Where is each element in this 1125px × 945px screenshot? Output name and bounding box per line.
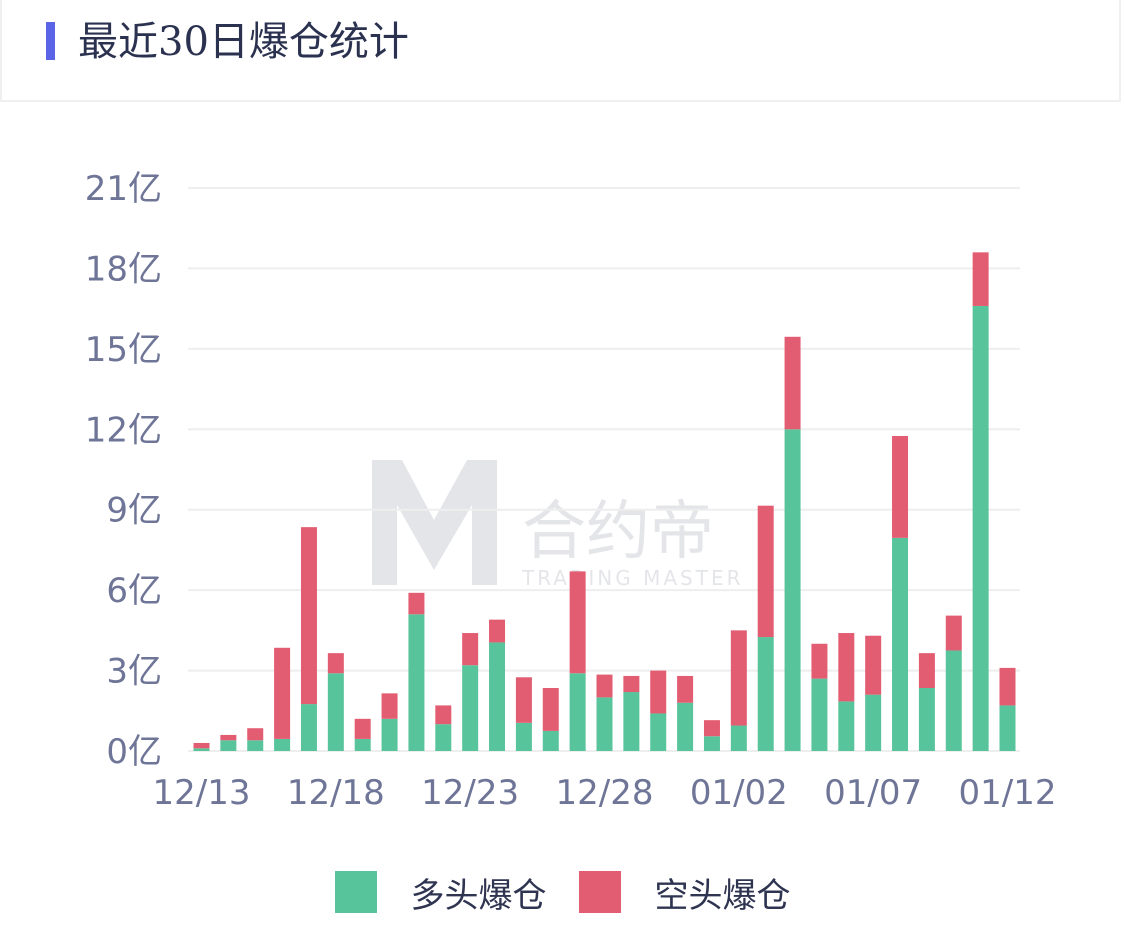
bar-short-01/03 <box>757 505 774 638</box>
bar-long-01/05 <box>811 678 828 751</box>
x-axis: 12/13 12/18 12/23 12/28 01/02 01/07 01/12 <box>153 773 1057 813</box>
bar-short-01/10 <box>945 615 962 651</box>
bar-long-12/29 <box>623 692 640 751</box>
bar-long-12/27 <box>569 673 586 751</box>
bar-short-12/14 <box>220 734 237 741</box>
bar-short-12/18 <box>327 653 344 674</box>
bar-short-01/04 <box>784 336 801 430</box>
bar-long-01/11 <box>972 305 989 751</box>
bar-long-12/28 <box>596 697 613 751</box>
bar-long-12/20 <box>381 718 398 751</box>
y-tick-label: 15亿 <box>85 330 162 370</box>
bar-long-01/09 <box>918 687 935 751</box>
bar-short-12/28 <box>596 674 613 698</box>
legend-swatch-short <box>578 871 621 913</box>
bar-short-01/01 <box>703 720 720 737</box>
x-tick-label: 01/07 <box>824 773 922 813</box>
y-tick-label: 21亿 <box>85 169 162 209</box>
liquidation-bar-chart: 0亿 3亿 6亿 9亿 12亿 15亿 18亿 21亿 12/13 12/18 12/23 12/2… <box>85 169 1057 813</box>
bar-short-12/25 <box>515 677 532 723</box>
bar-short-12/16 <box>274 647 291 739</box>
bar-long-12/19 <box>354 738 371 751</box>
bar-short-01/08 <box>892 435 909 538</box>
bar-short-12/22 <box>435 705 452 725</box>
bar-short-12/17 <box>300 527 317 705</box>
bar-short-01/11 <box>972 252 989 306</box>
bar-short-01/06 <box>838 633 855 702</box>
y-tick-label: 6亿 <box>106 571 162 611</box>
bar-long-01/02 <box>730 725 747 751</box>
legend-label-short: 空头爆仓 <box>654 875 791 916</box>
bar-short-12/13 <box>193 742 210 749</box>
bar-long-12/18 <box>327 673 344 751</box>
legend-swatch-long <box>334 871 377 913</box>
y-tick-label: 3亿 <box>106 652 162 692</box>
bar-short-01/05 <box>811 643 828 679</box>
bar-short-01/07 <box>865 635 882 695</box>
y-tick-label: 0亿 <box>106 732 162 772</box>
bar-long-01/03 <box>757 637 774 751</box>
bar-short-01/12 <box>999 667 1016 706</box>
bar-long-12/22 <box>435 724 452 751</box>
bar-short-01/02 <box>730 630 747 726</box>
bar-short-12/26 <box>542 687 559 731</box>
x-tick-label: 12/23 <box>421 773 519 813</box>
y-axis: 0亿 3亿 6亿 9亿 12亿 15亿 18亿 21亿 <box>85 169 162 772</box>
bar-short-12/23 <box>462 633 479 666</box>
bar-short-12/27 <box>569 571 586 674</box>
bars <box>193 252 1016 751</box>
bar-long-12/13 <box>193 748 210 751</box>
x-tick-label: 12/28 <box>556 773 654 813</box>
bar-long-12/26 <box>542 730 559 751</box>
bar-short-12/15 <box>247 728 264 741</box>
bar-long-12/31 <box>677 702 694 751</box>
x-tick-label: 12/13 <box>153 773 251 813</box>
bar-long-12/30 <box>650 713 667 751</box>
bar-long-01/01 <box>703 736 720 751</box>
x-tick-label: 01/12 <box>959 773 1057 813</box>
bar-long-12/17 <box>300 704 317 751</box>
bar-short-12/24 <box>489 619 506 643</box>
chart-header: 最近30日爆仓统计 <box>0 0 1121 102</box>
bar-short-12/29 <box>623 675 640 693</box>
title-accent-bar <box>46 22 55 60</box>
bar-long-12/21 <box>408 614 425 751</box>
bar-long-01/06 <box>838 701 855 751</box>
bar-long-01/08 <box>892 537 909 751</box>
x-tick-label: 12/18 <box>287 773 385 813</box>
y-tick-label: 12亿 <box>85 410 162 450</box>
bar-short-12/30 <box>650 670 667 714</box>
y-tick-label: 18亿 <box>85 249 162 289</box>
legend-item-long[interactable]: 多头爆仓 <box>334 868 547 917</box>
bar-short-12/21 <box>408 592 425 615</box>
x-tick-label: 01/02 <box>690 773 788 813</box>
bar-long-01/10 <box>945 650 962 751</box>
y-tick-label: 9亿 <box>106 491 162 531</box>
bar-long-12/23 <box>462 665 479 751</box>
chart-legend: 多头爆仓 空头爆仓 <box>0 868 1125 916</box>
bar-long-01/04 <box>784 429 801 751</box>
bar-long-01/07 <box>865 694 882 751</box>
page-title: 最近30日爆仓统计 <box>78 19 409 65</box>
bar-long-01/12 <box>999 705 1016 751</box>
bar-long-12/14 <box>220 740 237 751</box>
bar-short-12/20 <box>381 693 398 719</box>
bar-long-12/25 <box>515 722 532 751</box>
bar-short-12/31 <box>677 675 694 703</box>
legend-label-long: 多头爆仓 <box>410 875 547 916</box>
bar-long-12/16 <box>274 738 291 751</box>
legend-item-short[interactable]: 空头爆仓 <box>578 868 791 917</box>
bar-short-01/09 <box>918 653 935 688</box>
bar-short-12/19 <box>354 718 371 739</box>
bar-long-12/15 <box>247 740 264 751</box>
bar-long-12/24 <box>489 642 506 751</box>
